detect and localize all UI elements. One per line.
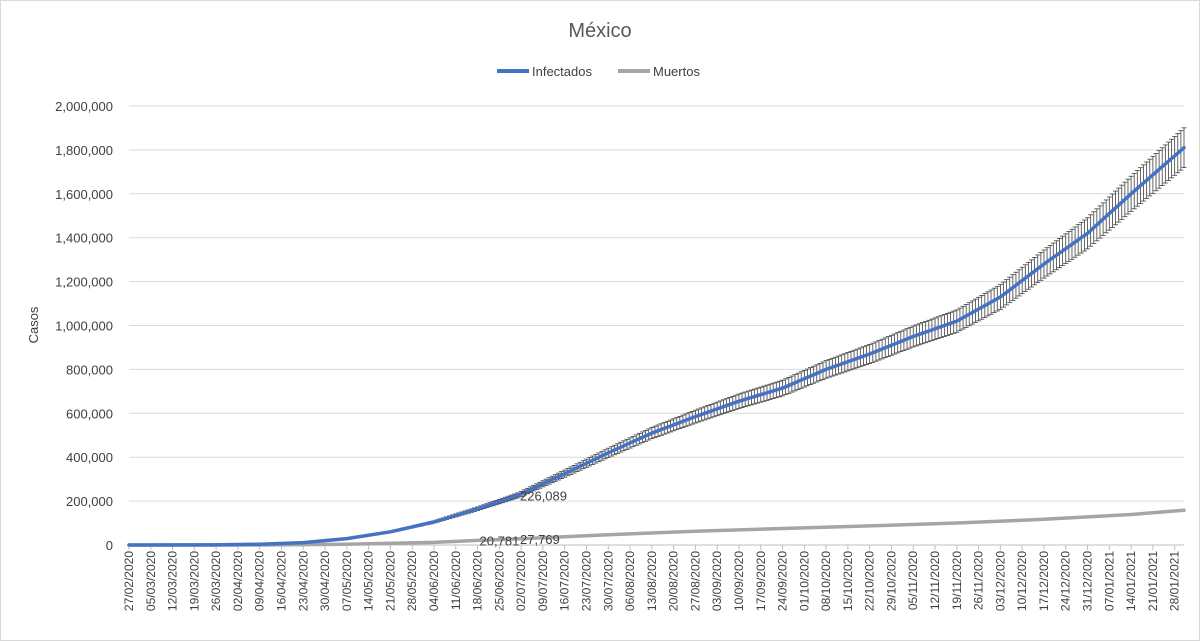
y-tick-label: 1,600,000 (55, 187, 113, 202)
x-tick-label: 24/09/2020 (776, 551, 790, 611)
error-bars (222, 127, 1187, 546)
x-tick-label: 02/07/2020 (514, 551, 528, 611)
legend: Infectados Muertos (497, 64, 700, 79)
x-tick-label: 14/05/2020 (362, 551, 376, 611)
y-tick-label: 2,000,000 (55, 99, 113, 114)
x-tick-label: 09/04/2020 (253, 551, 267, 611)
x-tick-label: 28/05/2020 (405, 551, 419, 611)
x-tick-label: 16/07/2020 (558, 551, 572, 611)
x-tick-label: 03/09/2020 (710, 551, 724, 611)
x-tick-label: 16/04/2020 (274, 551, 288, 611)
x-tick-label: 04/06/2020 (427, 551, 441, 611)
y-axis-label: Casos (26, 306, 41, 343)
series-line-muertos (127, 508, 1186, 547)
x-tick-label: 27/02/2020 (122, 551, 136, 611)
x-tick-label: 30/04/2020 (318, 551, 332, 611)
y-tick-label: 1,200,000 (55, 275, 113, 290)
x-tick-label: 07/01/2021 (1102, 551, 1116, 611)
data-labels: 226,089 20,781 27,769 (480, 488, 567, 548)
y-tick-label: 400,000 (66, 450, 113, 465)
data-label: 27,769 (520, 532, 560, 547)
x-tick-label: 24/12/2020 (1059, 551, 1073, 611)
y-tick-label: 200,000 (66, 494, 113, 509)
y-tick-label: 800,000 (66, 362, 113, 377)
chart-title: México (568, 20, 631, 42)
x-tick-label: 12/03/2020 (166, 551, 180, 611)
x-tick-label: 31/12/2020 (1081, 551, 1095, 611)
legend-label-muertos: Muertos (653, 64, 700, 79)
x-tick-label: 02/04/2020 (231, 551, 245, 611)
x-tick-label: 22/10/2020 (863, 551, 877, 611)
x-tick-label: 27/08/2020 (688, 551, 702, 611)
y-tick-labels: 0 200,000 400,000 600,000 800,000 1,000,000 1,… (55, 99, 113, 553)
y-tick-label: 600,000 (66, 406, 113, 421)
x-tick-label: 21/01/2021 (1146, 551, 1160, 611)
gridlines (129, 105, 1184, 546)
x-tick-label: 21/05/2020 (383, 551, 397, 611)
x-tick-label: 17/09/2020 (754, 551, 768, 611)
x-tick-label: 19/03/2020 (187, 551, 201, 611)
x-tick-label: 30/07/2020 (601, 551, 615, 611)
y-tick-label: 0 (106, 538, 113, 553)
x-tick-label: 25/06/2020 (492, 551, 506, 611)
x-tick-label: 10/09/2020 (732, 551, 746, 611)
x-tick-label: 28/01/2021 (1168, 551, 1182, 611)
x-tick-label: 01/10/2020 (797, 551, 811, 611)
x-tick-label: 09/07/2020 (536, 551, 550, 611)
series-lines (127, 145, 1186, 547)
y-tick-label: 1,400,000 (55, 231, 113, 246)
x-tick-label: 10/12/2020 (1015, 551, 1029, 611)
x-tick-label: 05/11/2020 (906, 551, 920, 610)
x-tick-label: 20/08/2020 (667, 551, 681, 611)
x-tick-label: 03/12/2020 (993, 551, 1007, 611)
x-tick-label: 08/10/2020 (819, 551, 833, 611)
legend-label-infectados: Infectados (532, 64, 592, 79)
y-tick-label: 1,800,000 (55, 143, 113, 158)
x-tick-label: 05/03/2020 (144, 551, 158, 611)
x-tick-label: 06/08/2020 (623, 551, 637, 611)
x-tick-label: 15/10/2020 (841, 551, 855, 611)
x-tick-label: 12/11/2020 (928, 551, 942, 610)
x-tick-label: 23/04/2020 (296, 551, 310, 611)
x-tick-label: 26/11/2020 (972, 551, 986, 610)
data-label: 20,781 (480, 533, 520, 548)
x-tick-labels: 27/02/2020 05/03/2020 12/03/2020 19/03/2020… (122, 545, 1182, 611)
x-tick-label: 18/06/2020 (471, 551, 485, 611)
x-tick-label: 14/01/2021 (1124, 551, 1138, 611)
x-tick-label: 29/10/2020 (884, 551, 898, 611)
data-label: 226,089 (520, 488, 567, 503)
x-tick-label: 17/12/2020 (1037, 551, 1051, 611)
x-tick-label: 07/05/2020 (340, 551, 354, 611)
series-line-infectados (127, 145, 1186, 547)
x-tick-label: 19/11/2020 (950, 551, 964, 610)
x-tick-label: 11/06/2020 (449, 551, 463, 610)
y-tick-label: 1,000,000 (55, 319, 113, 334)
x-tick-label: 26/03/2020 (209, 551, 223, 611)
x-tick-label: 23/07/2020 (579, 551, 593, 611)
x-tick-label: 13/08/2020 (645, 551, 659, 611)
